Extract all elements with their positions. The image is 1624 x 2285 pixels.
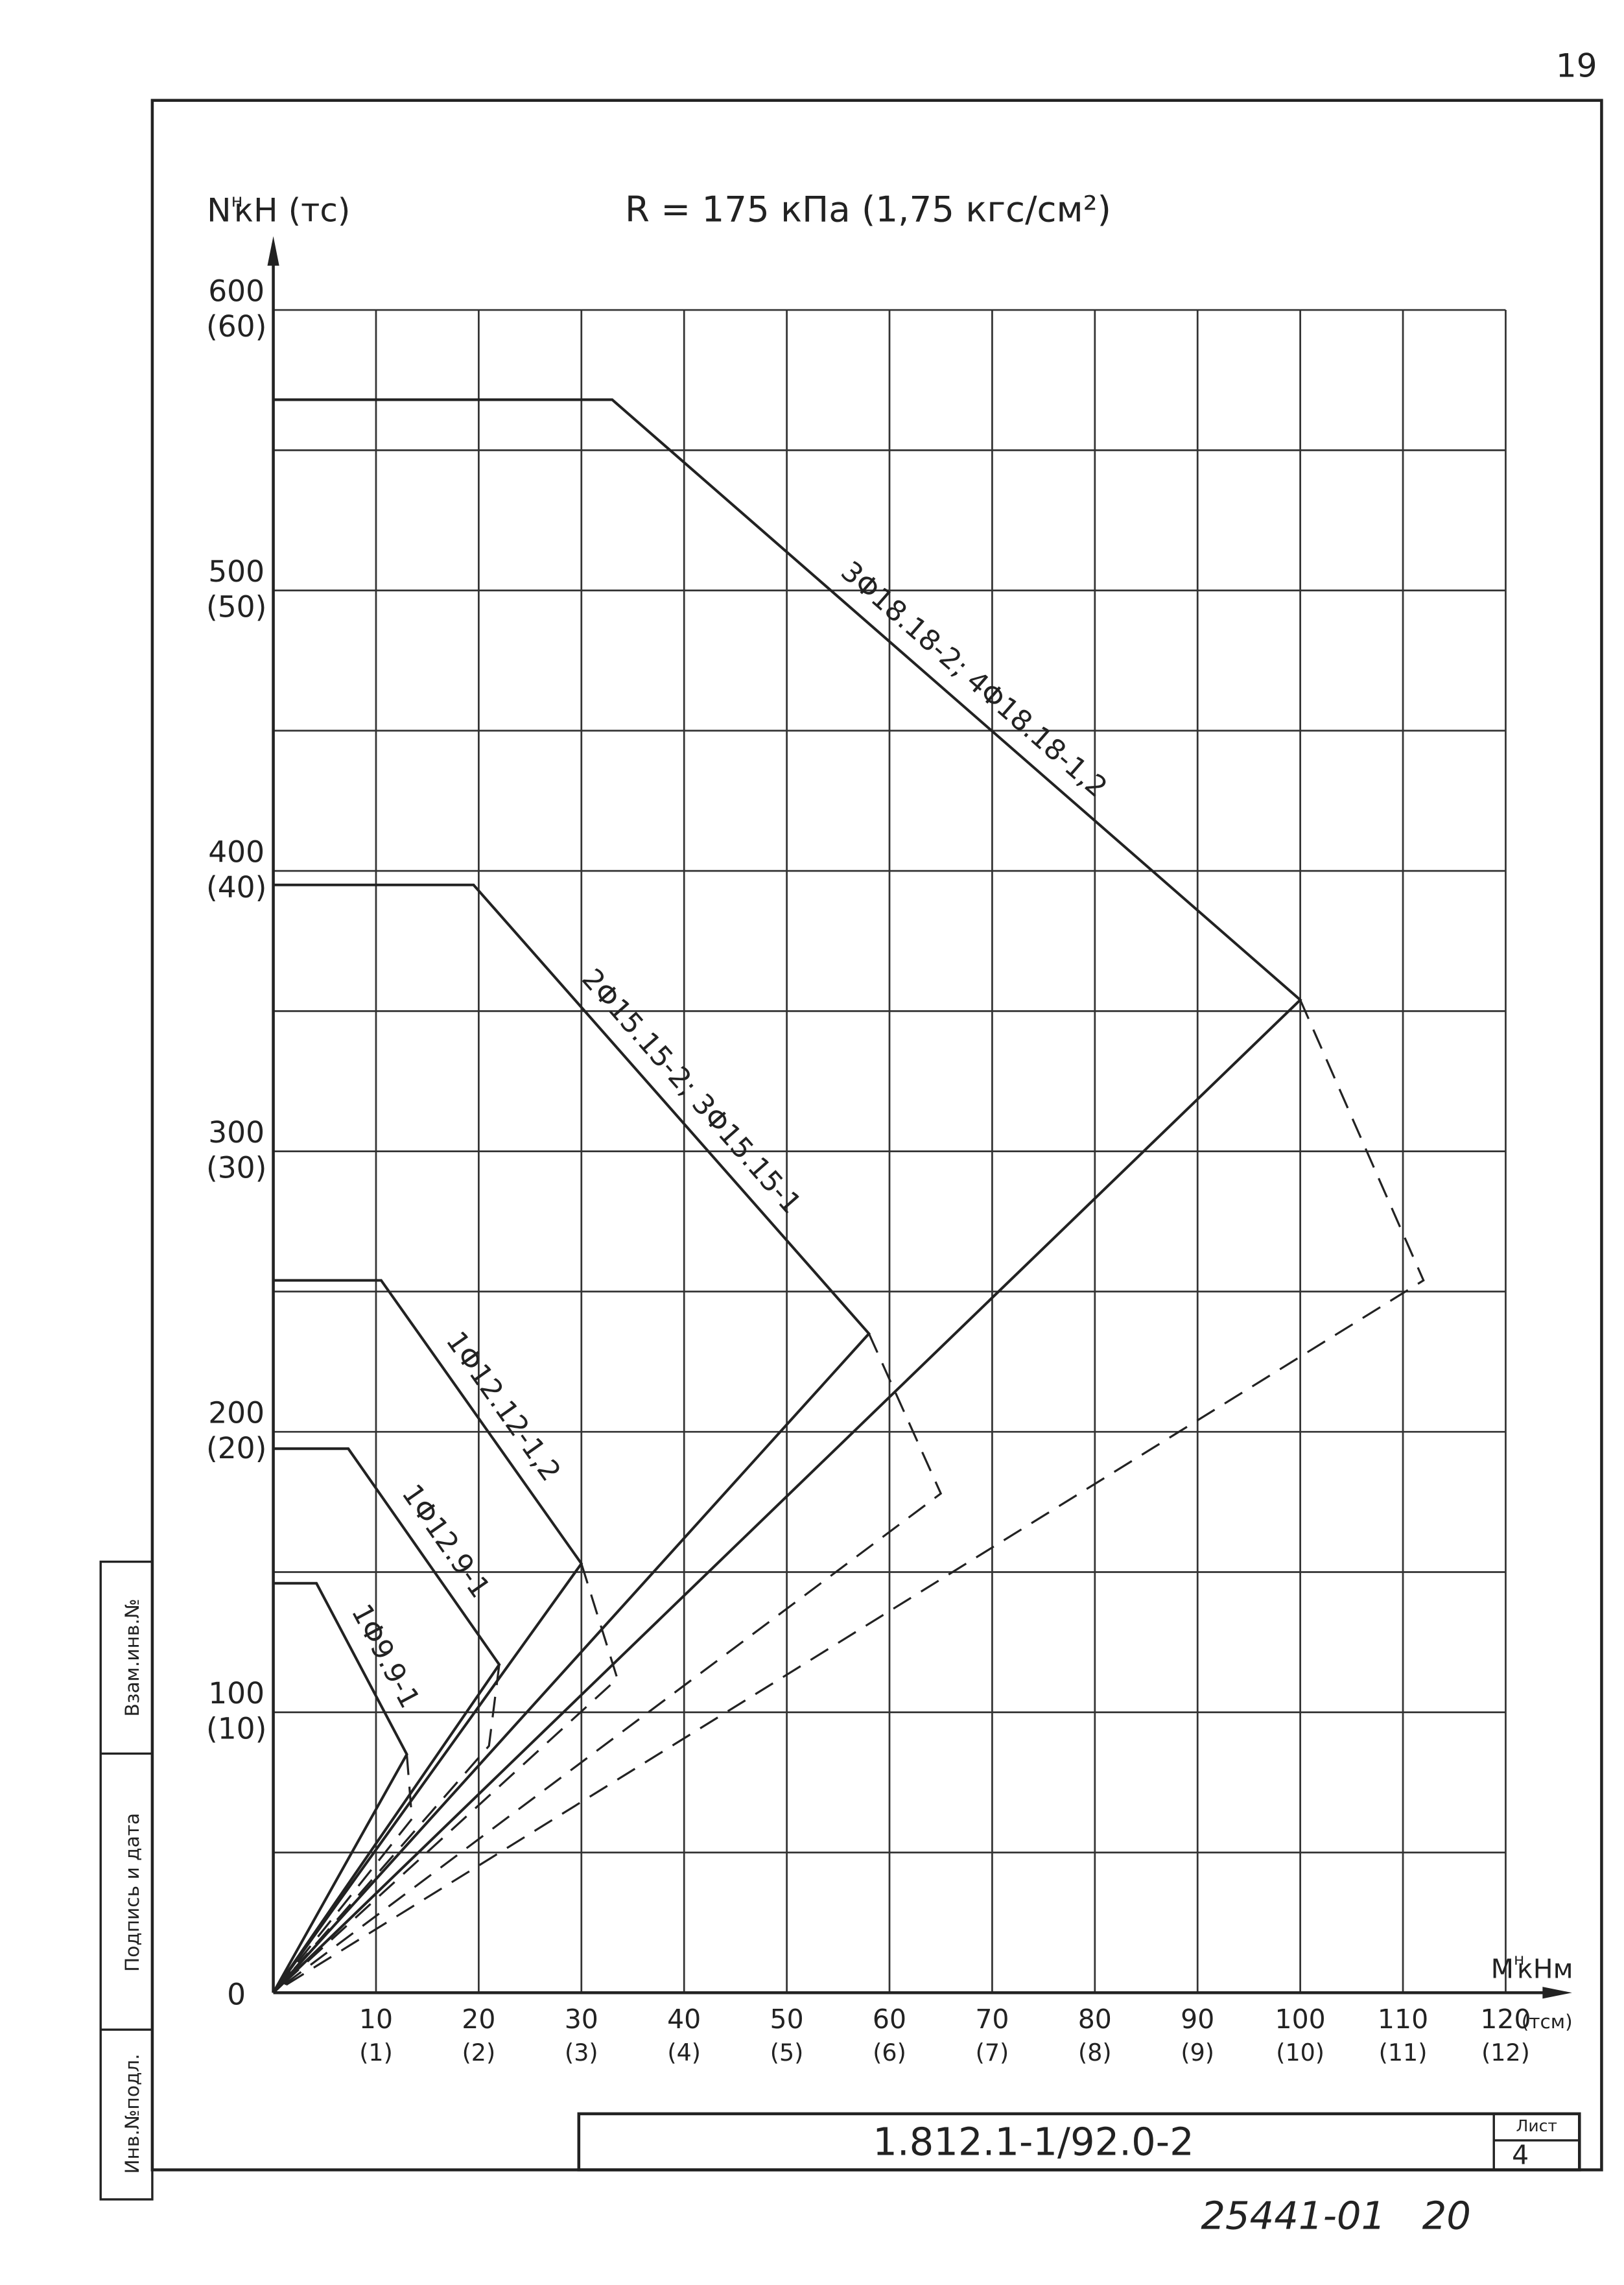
stamp-label: Подпись и дата [121,1813,143,1972]
y-tick-sublabel: (10) [206,1712,266,1746]
y-tick-label: 200 [208,1396,265,1430]
x-tick-label: 80 [1078,2004,1112,2035]
y-tick-sublabel: (20) [206,1431,266,1465]
x-tick-label: 120 [1480,2004,1531,2035]
y-tick-sublabel: (50) [206,590,266,624]
series-dashed-line [272,1664,500,1994]
stamp-label: Инв.№подл. [121,2054,143,2173]
x-axis-symbol: M [1491,1953,1514,1984]
x-axis-label: MнкНм [1491,1950,1573,1984]
x-tick-sublabel: (5) [770,2039,804,2066]
x-axis-unit: кНм [1517,1953,1573,1984]
x-tick-sublabel: (6) [873,2039,906,2066]
x-tick-sublabel: (9) [1181,2039,1214,2066]
sheet-number: 4 [1512,2139,1529,2170]
y-tick-sublabel: (40) [206,870,266,905]
series-dashed-line [272,1333,943,1994]
x-tick-label: 110 [1378,2004,1428,2035]
series-line [272,1279,583,1994]
series-dashed-line [272,1754,414,1994]
y-axis-unit: кН (тс) [234,191,351,229]
y-tick-label: 600 [208,274,265,308]
x-tick-sublabel: (4) [667,2039,701,2066]
x-axis-arrow [1542,1987,1572,1999]
x-tick-label: 50 [770,2004,804,2035]
x-axis-sup: н [1514,1950,1524,1969]
x-tick-sublabel: (1) [359,2039,393,2066]
x-tick-label: 30 [565,2004,598,2035]
y-tick-label: 0 [227,1977,246,2011]
x-tick-label: 90 [1181,2004,1214,2035]
series-line [272,883,871,1994]
title-block [577,2112,1581,2172]
y-tick-label: 400 [208,835,265,869]
x-tick-label: 40 [667,2004,701,2035]
x-tick-label: 10 [359,2004,393,2035]
x-tick-sublabel: (11) [1379,2039,1428,2066]
series-line [272,398,1302,1994]
footer-code: 25441-01 20 [1201,2193,1471,2238]
x-tick-sublabel: (12) [1481,2039,1530,2066]
y-tick-label: 300 [208,1115,265,1150]
x-tick-label: 70 [975,2004,1009,2035]
sheet-label: Лист [1516,2116,1557,2135]
series-dashed-line [272,1563,619,1994]
x-tick-sublabel: (3) [565,2039,598,2066]
series-dashed-line [272,999,1425,1994]
series-line [272,1447,501,1994]
stamp-label: Взам.инв.№ [121,1598,143,1716]
y-tick-sublabel: (60) [206,309,266,344]
x-tick-label: 20 [462,2004,495,2035]
y-tick-sublabel: (30) [206,1151,266,1185]
stamp-column [99,1560,154,2201]
document-code: 1.812.1-1/92.0-2 [873,2120,1194,2164]
x-tick-label: 60 [873,2004,906,2035]
y-axis-label: NнкН (тс) [207,191,350,230]
y-axis-sup: н [231,191,243,211]
x-tick-sublabel: (2) [462,2039,496,2066]
y-axis-arrow [267,236,279,266]
page-number: 19 [1556,47,1597,84]
y-axis-symbol: N [207,191,231,229]
x-tick-label: 100 [1275,2004,1326,2035]
chart-title: R = 175 кПа (1,75 кгс/см²) [625,188,1111,230]
x-tick-sublabel: (10) [1276,2039,1324,2066]
x-axis-alt-unit: (тсм) [1522,2011,1573,2033]
x-tick-sublabel: (7) [976,2039,1009,2066]
y-tick-label: 500 [208,554,265,589]
y-tick-label: 100 [208,1676,265,1711]
series-line [272,1581,408,1994]
x-tick-sublabel: (8) [1078,2039,1112,2066]
